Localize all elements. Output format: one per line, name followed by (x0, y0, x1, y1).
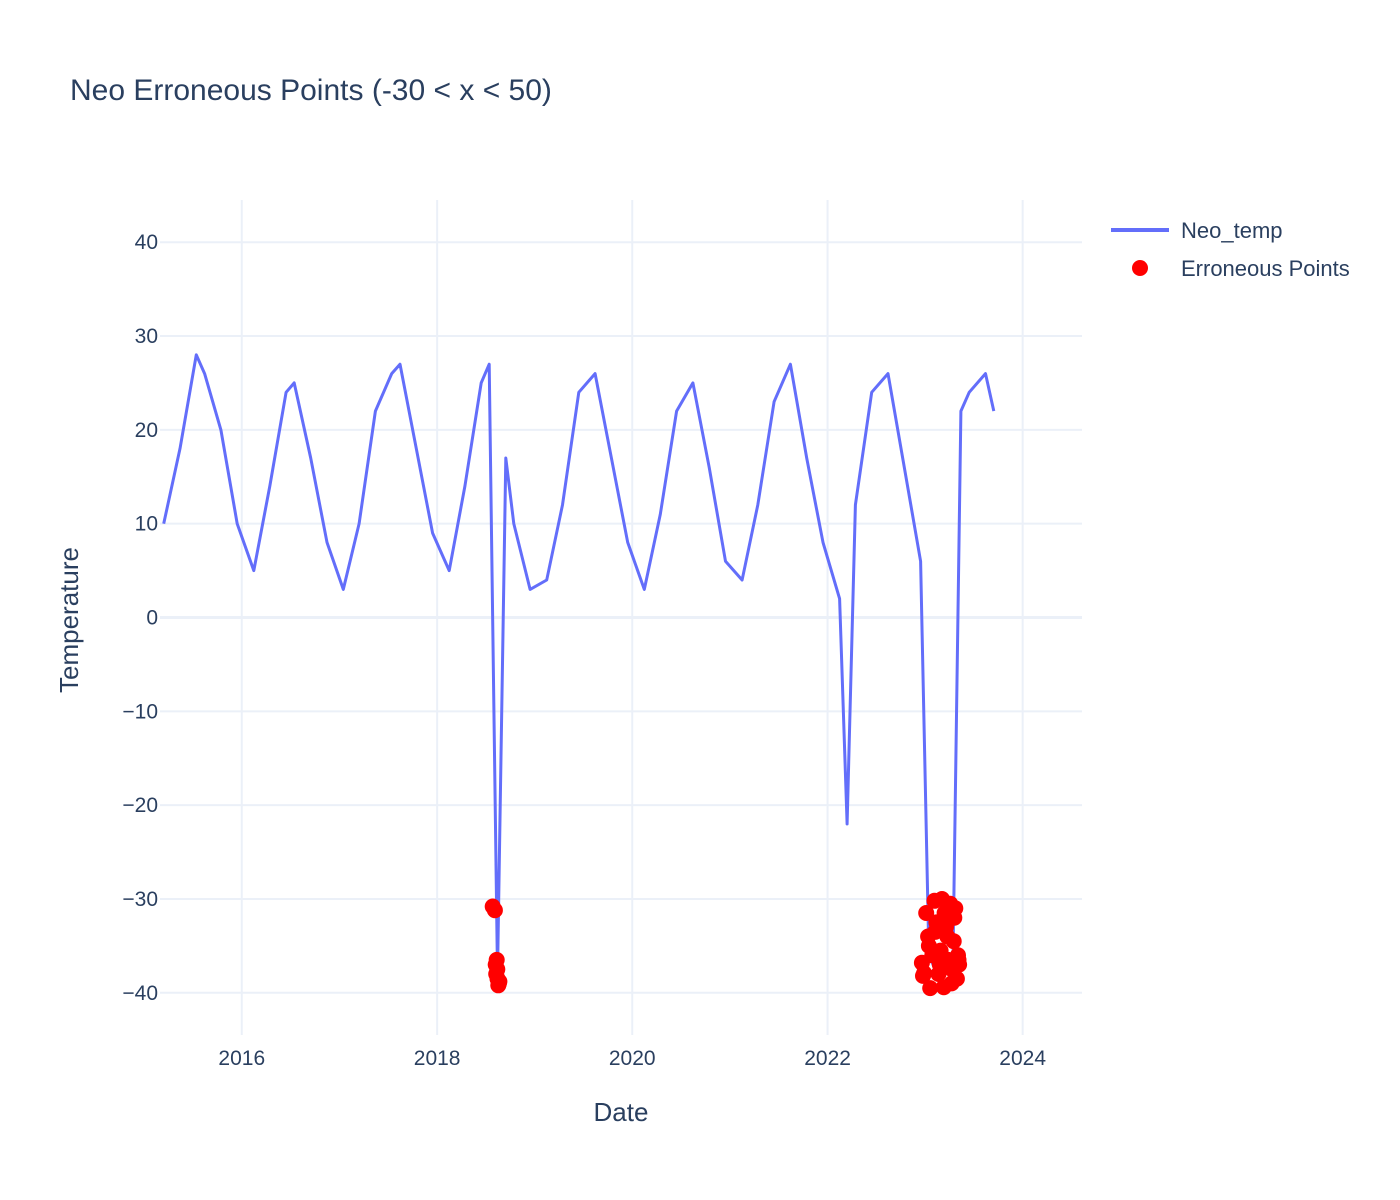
y-tick-label: −30 (122, 888, 158, 911)
erroneous-point (918, 905, 935, 921)
y-tick-label: −20 (122, 794, 158, 817)
y-tick-label: −40 (122, 982, 158, 1005)
neo-temp-line (162, 353, 996, 976)
x-tick-label: 2020 (609, 1047, 656, 1070)
erroneous-point (931, 956, 948, 973)
erroneous-point (489, 961, 506, 978)
neo-temp-series (162, 353, 996, 976)
y-tick-label: −10 (122, 700, 158, 723)
y-tick-label: 0 (146, 607, 158, 630)
legend-item-erroneous-points[interactable]: Erroneous Points (1132, 256, 1350, 281)
legend: Neo_temp Erroneous Points (1111, 218, 1350, 281)
legend-label-erroneous-points: Erroneous Points (1181, 256, 1350, 281)
erroneous-point (950, 951, 967, 968)
y-tick-label: 20 (135, 419, 158, 442)
erroneous-point (939, 928, 956, 945)
erroneous-point (943, 975, 960, 992)
erroneous-point (920, 937, 937, 954)
legend-marker-swatch (1132, 260, 1148, 276)
x-tick-label: 2022 (804, 1047, 851, 1070)
x-axis-ticks: 2016 2018 2020 2022 2024 (218, 1047, 1046, 1070)
legend-item-neo-temp[interactable]: Neo_temp (1111, 218, 1283, 243)
y-axis-title: Temperature (54, 547, 84, 693)
plot-area (160, 200, 1082, 1035)
x-axis-title: Date (594, 1097, 649, 1127)
x-tick-label: 2016 (218, 1047, 265, 1070)
y-tick-label: 40 (135, 231, 158, 254)
erroneous-point (922, 980, 939, 997)
y-tick-label: 30 (135, 325, 158, 348)
erroneous-point (946, 909, 963, 926)
x-tick-label: 2018 (414, 1047, 461, 1070)
x-tick-label: 2024 (999, 1047, 1046, 1070)
y-tick-label: 10 (135, 513, 158, 536)
erroneous-point (916, 965, 933, 982)
grid (160, 200, 1082, 1035)
legend-label-neo-temp: Neo_temp (1181, 218, 1283, 243)
chart-title: Neo Erroneous Points (-30 < x < 50) (70, 74, 552, 107)
erroneous-points-series (484, 891, 968, 997)
erroneous-point (927, 923, 944, 940)
erroneous-point (486, 902, 503, 919)
y-axis-ticks: 40 30 20 10 0 −10 −20 −30 −40 (122, 231, 158, 1005)
erroneous-point (491, 973, 508, 990)
